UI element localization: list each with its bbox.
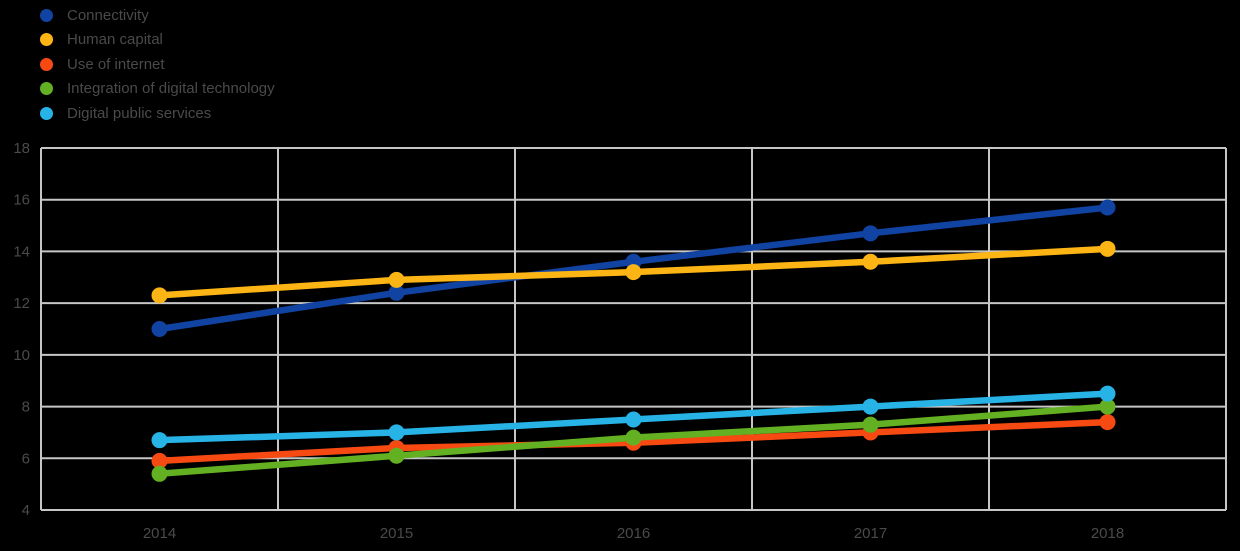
y-axis-tick-label: 16 [13,192,30,209]
data-point[interactable] [388,424,405,441]
x-axis-tick-label: 2015 [380,525,413,542]
legend-marker-icon [40,33,53,47]
legend-label: Connectivity [67,6,149,24]
y-axis-tick-label: 4 [22,502,30,519]
y-axis-tick-label: 14 [13,243,30,260]
data-point[interactable] [151,452,168,469]
data-point[interactable] [1099,199,1116,216]
x-axis-tick-label: 2017 [854,525,887,542]
data-point[interactable] [1099,385,1116,402]
data-point[interactable] [151,321,168,337]
data-point[interactable] [388,284,405,301]
legend-item-integration-of-digital-technology[interactable]: Integration of digital technology [40,77,275,102]
legend-label: Use of internet [67,55,165,73]
data-point[interactable] [625,264,642,281]
legend-item-use-of-internet[interactable]: Use of internet [40,52,275,77]
data-point[interactable] [1099,240,1116,257]
data-point[interactable] [1099,414,1116,431]
data-point[interactable] [151,432,168,449]
y-axis-tick-label: 12 [13,295,30,312]
legend-item-human-capital[interactable]: Human capital [40,28,275,53]
data-point[interactable] [862,398,879,415]
legend-marker-icon [40,106,53,120]
x-axis-tick-label: 2014 [143,525,176,542]
data-point[interactable] [625,429,642,446]
data-point[interactable] [862,253,879,270]
y-axis-tick-label: 18 [13,140,30,157]
data-point[interactable] [625,411,642,428]
x-axis-tick-label: 2016 [617,525,650,542]
legend-label: Digital public services [67,104,212,122]
legend-item-digital-public-services[interactable]: Digital public services [40,101,275,126]
legend-item-connectivity[interactable]: Connectivity [40,3,275,28]
data-point[interactable] [862,416,879,433]
data-point[interactable] [151,287,168,304]
data-point[interactable] [862,225,879,242]
legend-marker-icon [40,82,53,96]
legend: Connectivity Human capital Use of intern… [40,3,275,126]
data-point[interactable] [388,447,405,464]
legend-marker-icon [40,8,53,22]
legend-label: Integration of digital technology [67,80,275,98]
data-point[interactable] [388,271,405,288]
y-axis-tick-label: 8 [22,399,30,416]
y-axis-tick-label: 10 [13,347,30,364]
data-point[interactable] [1099,398,1116,415]
x-axis-tick-label: 2018 [1091,525,1124,542]
legend-label: Human capital [67,31,163,49]
data-point[interactable] [151,465,168,482]
y-axis-tick-label: 6 [22,450,30,467]
legend-marker-icon [40,57,53,71]
